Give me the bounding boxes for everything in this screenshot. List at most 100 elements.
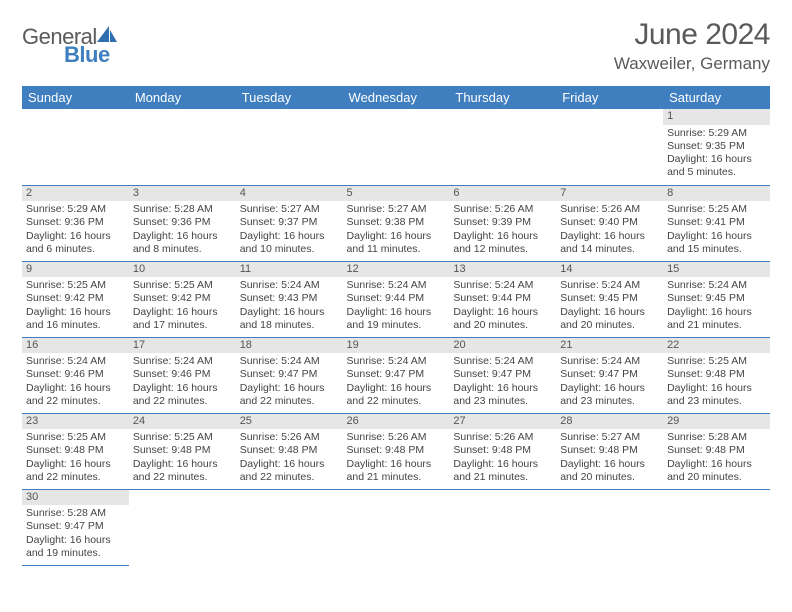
day-content: Sunrise: 5:25 AMSunset: 9:48 PMDaylight:… bbox=[22, 429, 129, 488]
sunrise-line: Sunrise: 5:28 AM bbox=[26, 507, 125, 520]
day-content: Sunrise: 5:24 AMSunset: 9:47 PMDaylight:… bbox=[343, 353, 450, 412]
sunrise-line: Sunrise: 5:27 AM bbox=[347, 203, 446, 216]
calendar-body: 1Sunrise: 5:29 AMSunset: 9:35 PMDaylight… bbox=[22, 109, 770, 565]
calendar-day-cell: 8Sunrise: 5:25 AMSunset: 9:41 PMDaylight… bbox=[663, 185, 770, 261]
sunrise-line: Sunrise: 5:25 AM bbox=[26, 279, 125, 292]
day-content: Sunrise: 5:26 AMSunset: 9:39 PMDaylight:… bbox=[449, 201, 556, 260]
daylight-line: Daylight: 16 hours and 5 minutes. bbox=[667, 153, 766, 179]
daylight-line: Daylight: 16 hours and 8 minutes. bbox=[133, 230, 232, 256]
sunrise-line: Sunrise: 5:26 AM bbox=[347, 431, 446, 444]
calendar-day-cell: 27Sunrise: 5:26 AMSunset: 9:48 PMDayligh… bbox=[449, 413, 556, 489]
day-number: 24 bbox=[129, 414, 236, 430]
weekday-header: Sunday bbox=[22, 86, 129, 109]
sunrise-line: Sunrise: 5:24 AM bbox=[133, 355, 232, 368]
sunset-line: Sunset: 9:48 PM bbox=[240, 444, 339, 457]
sunset-line: Sunset: 9:41 PM bbox=[667, 216, 766, 229]
day-number: 29 bbox=[663, 414, 770, 430]
daylight-line: Daylight: 16 hours and 19 minutes. bbox=[26, 534, 125, 560]
day-number: 17 bbox=[129, 338, 236, 354]
sunset-line: Sunset: 9:48 PM bbox=[560, 444, 659, 457]
day-content: Sunrise: 5:26 AMSunset: 9:40 PMDaylight:… bbox=[556, 201, 663, 260]
calendar-day-cell: 29Sunrise: 5:28 AMSunset: 9:48 PMDayligh… bbox=[663, 413, 770, 489]
calendar-day-cell: 2Sunrise: 5:29 AMSunset: 9:36 PMDaylight… bbox=[22, 185, 129, 261]
calendar-day-cell: 15Sunrise: 5:24 AMSunset: 9:45 PMDayligh… bbox=[663, 261, 770, 337]
calendar-empty-cell bbox=[343, 109, 450, 185]
calendar-day-cell: 12Sunrise: 5:24 AMSunset: 9:44 PMDayligh… bbox=[343, 261, 450, 337]
daylight-line: Daylight: 16 hours and 23 minutes. bbox=[560, 382, 659, 408]
calendar-day-cell: 28Sunrise: 5:27 AMSunset: 9:48 PMDayligh… bbox=[556, 413, 663, 489]
day-content: Sunrise: 5:28 AMSunset: 9:36 PMDaylight:… bbox=[129, 201, 236, 260]
sunset-line: Sunset: 9:36 PM bbox=[26, 216, 125, 229]
sunrise-line: Sunrise: 5:26 AM bbox=[453, 203, 552, 216]
day-content: Sunrise: 5:24 AMSunset: 9:45 PMDaylight:… bbox=[663, 277, 770, 336]
day-content: Sunrise: 5:24 AMSunset: 9:44 PMDaylight:… bbox=[343, 277, 450, 336]
calendar-day-cell: 20Sunrise: 5:24 AMSunset: 9:47 PMDayligh… bbox=[449, 337, 556, 413]
calendar-day-cell: 7Sunrise: 5:26 AMSunset: 9:40 PMDaylight… bbox=[556, 185, 663, 261]
day-content: Sunrise: 5:24 AMSunset: 9:46 PMDaylight:… bbox=[129, 353, 236, 412]
sunrise-line: Sunrise: 5:24 AM bbox=[347, 279, 446, 292]
sunset-line: Sunset: 9:48 PM bbox=[347, 444, 446, 457]
sunrise-line: Sunrise: 5:27 AM bbox=[240, 203, 339, 216]
sunrise-line: Sunrise: 5:28 AM bbox=[133, 203, 232, 216]
weekday-header: Saturday bbox=[663, 86, 770, 109]
sunset-line: Sunset: 9:47 PM bbox=[26, 520, 125, 533]
day-content: Sunrise: 5:27 AMSunset: 9:38 PMDaylight:… bbox=[343, 201, 450, 260]
calendar-day-cell: 24Sunrise: 5:25 AMSunset: 9:48 PMDayligh… bbox=[129, 413, 236, 489]
day-number: 14 bbox=[556, 262, 663, 278]
sunrise-line: Sunrise: 5:26 AM bbox=[240, 431, 339, 444]
daylight-line: Daylight: 16 hours and 6 minutes. bbox=[26, 230, 125, 256]
day-number: 26 bbox=[343, 414, 450, 430]
day-number: 2 bbox=[22, 186, 129, 202]
sunrise-line: Sunrise: 5:26 AM bbox=[560, 203, 659, 216]
calendar-day-cell: 21Sunrise: 5:24 AMSunset: 9:47 PMDayligh… bbox=[556, 337, 663, 413]
calendar-empty-cell bbox=[236, 109, 343, 185]
sunset-line: Sunset: 9:43 PM bbox=[240, 292, 339, 305]
calendar-empty-cell bbox=[129, 489, 236, 565]
daylight-line: Daylight: 16 hours and 22 minutes. bbox=[347, 382, 446, 408]
sunrise-line: Sunrise: 5:24 AM bbox=[240, 355, 339, 368]
calendar-day-cell: 10Sunrise: 5:25 AMSunset: 9:42 PMDayligh… bbox=[129, 261, 236, 337]
day-content: Sunrise: 5:24 AMSunset: 9:44 PMDaylight:… bbox=[449, 277, 556, 336]
daylight-line: Daylight: 16 hours and 22 minutes. bbox=[240, 458, 339, 484]
calendar-day-cell: 14Sunrise: 5:24 AMSunset: 9:45 PMDayligh… bbox=[556, 261, 663, 337]
calendar-empty-cell bbox=[236, 489, 343, 565]
calendar-day-cell: 1Sunrise: 5:29 AMSunset: 9:35 PMDaylight… bbox=[663, 109, 770, 185]
daylight-line: Daylight: 16 hours and 16 minutes. bbox=[26, 306, 125, 332]
logo: GeneralBlue bbox=[22, 24, 119, 76]
calendar-empty-cell bbox=[449, 489, 556, 565]
day-number: 7 bbox=[556, 186, 663, 202]
daylight-line: Daylight: 16 hours and 18 minutes. bbox=[240, 306, 339, 332]
sunrise-line: Sunrise: 5:25 AM bbox=[667, 355, 766, 368]
sunset-line: Sunset: 9:40 PM bbox=[560, 216, 659, 229]
calendar-day-cell: 26Sunrise: 5:26 AMSunset: 9:48 PMDayligh… bbox=[343, 413, 450, 489]
sunset-line: Sunset: 9:47 PM bbox=[560, 368, 659, 381]
calendar-day-cell: 13Sunrise: 5:24 AMSunset: 9:44 PMDayligh… bbox=[449, 261, 556, 337]
sunrise-line: Sunrise: 5:25 AM bbox=[133, 431, 232, 444]
daylight-line: Daylight: 16 hours and 19 minutes. bbox=[347, 306, 446, 332]
calendar-day-cell: 11Sunrise: 5:24 AMSunset: 9:43 PMDayligh… bbox=[236, 261, 343, 337]
sunrise-line: Sunrise: 5:25 AM bbox=[133, 279, 232, 292]
page-header: GeneralBlue June 2024 Waxweiler, Germany bbox=[22, 18, 770, 76]
sunset-line: Sunset: 9:42 PM bbox=[26, 292, 125, 305]
weekday-header: Thursday bbox=[449, 86, 556, 109]
day-number: 27 bbox=[449, 414, 556, 430]
sunset-line: Sunset: 9:48 PM bbox=[133, 444, 232, 457]
sunset-line: Sunset: 9:36 PM bbox=[133, 216, 232, 229]
sunset-line: Sunset: 9:39 PM bbox=[453, 216, 552, 229]
sunset-line: Sunset: 9:38 PM bbox=[347, 216, 446, 229]
daylight-line: Daylight: 16 hours and 12 minutes. bbox=[453, 230, 552, 256]
sunrise-line: Sunrise: 5:24 AM bbox=[26, 355, 125, 368]
day-number: 25 bbox=[236, 414, 343, 430]
sunrise-line: Sunrise: 5:29 AM bbox=[26, 203, 125, 216]
calendar-day-cell: 23Sunrise: 5:25 AMSunset: 9:48 PMDayligh… bbox=[22, 413, 129, 489]
day-number: 9 bbox=[22, 262, 129, 278]
day-content: Sunrise: 5:24 AMSunset: 9:46 PMDaylight:… bbox=[22, 353, 129, 412]
daylight-line: Daylight: 16 hours and 22 minutes. bbox=[26, 382, 125, 408]
day-number: 6 bbox=[449, 186, 556, 202]
logo-accent: Blue bbox=[64, 42, 110, 67]
sunrise-line: Sunrise: 5:26 AM bbox=[453, 431, 552, 444]
day-content: Sunrise: 5:25 AMSunset: 9:48 PMDaylight:… bbox=[663, 353, 770, 412]
day-number: 11 bbox=[236, 262, 343, 278]
day-number: 22 bbox=[663, 338, 770, 354]
calendar-day-cell: 18Sunrise: 5:24 AMSunset: 9:47 PMDayligh… bbox=[236, 337, 343, 413]
